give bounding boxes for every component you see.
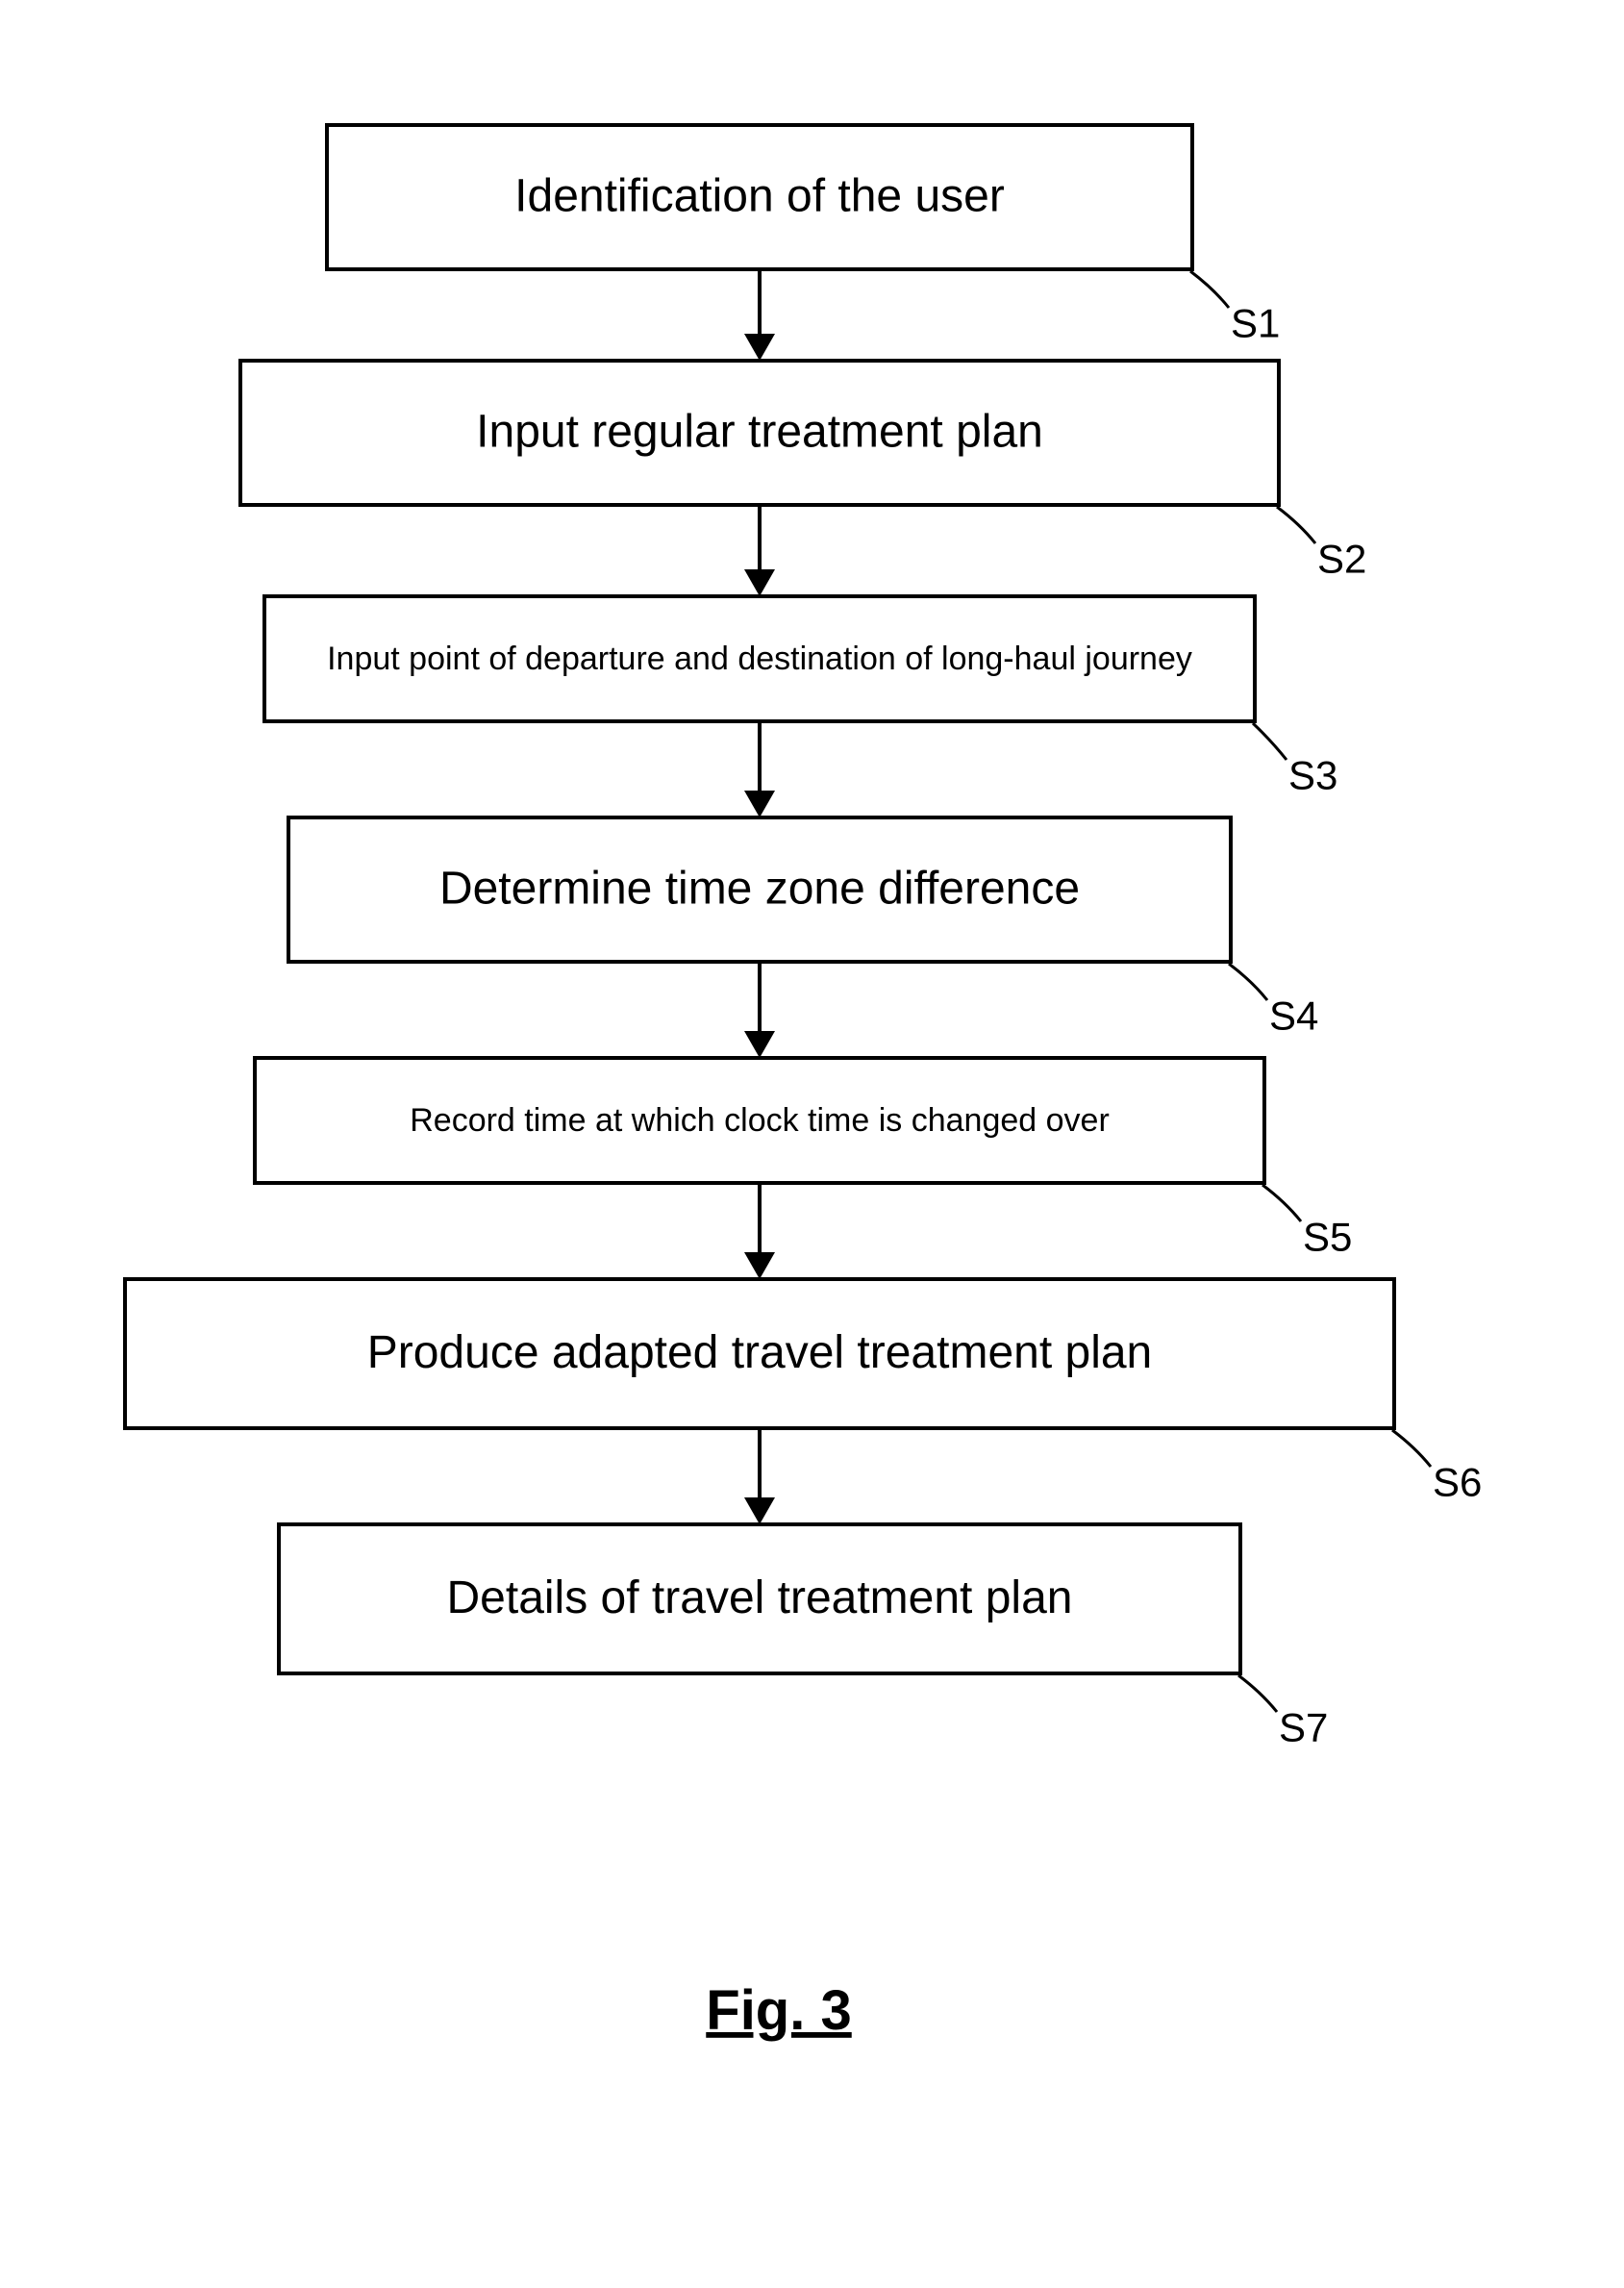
step-label: Input point of departure and destination… (327, 641, 1192, 677)
diagram-background (0, 0, 1624, 2288)
step-id: S7 (1279, 1704, 1328, 1749)
figure-caption: Fig. 3 (706, 1979, 851, 2042)
step-label: Produce adapted travel treatment plan (367, 1327, 1153, 1378)
step-label: Identification of the user (514, 171, 1005, 222)
step-id: S5 (1303, 1214, 1352, 1259)
step-id: S2 (1317, 536, 1366, 581)
flowchart-diagram: Identification of the user S1 Input regula… (0, 0, 1624, 2288)
step-id: S4 (1269, 993, 1318, 1038)
step-label: Determine time zone difference (439, 864, 1080, 915)
step-id: S1 (1231, 300, 1280, 345)
step-label: Record time at which clock time is chang… (410, 1102, 1110, 1139)
step-label: Details of travel treatment plan (447, 1572, 1073, 1623)
step-label: Input regular treatment plan (476, 407, 1043, 458)
step-id: S3 (1288, 752, 1337, 797)
step-id: S6 (1433, 1459, 1482, 1504)
